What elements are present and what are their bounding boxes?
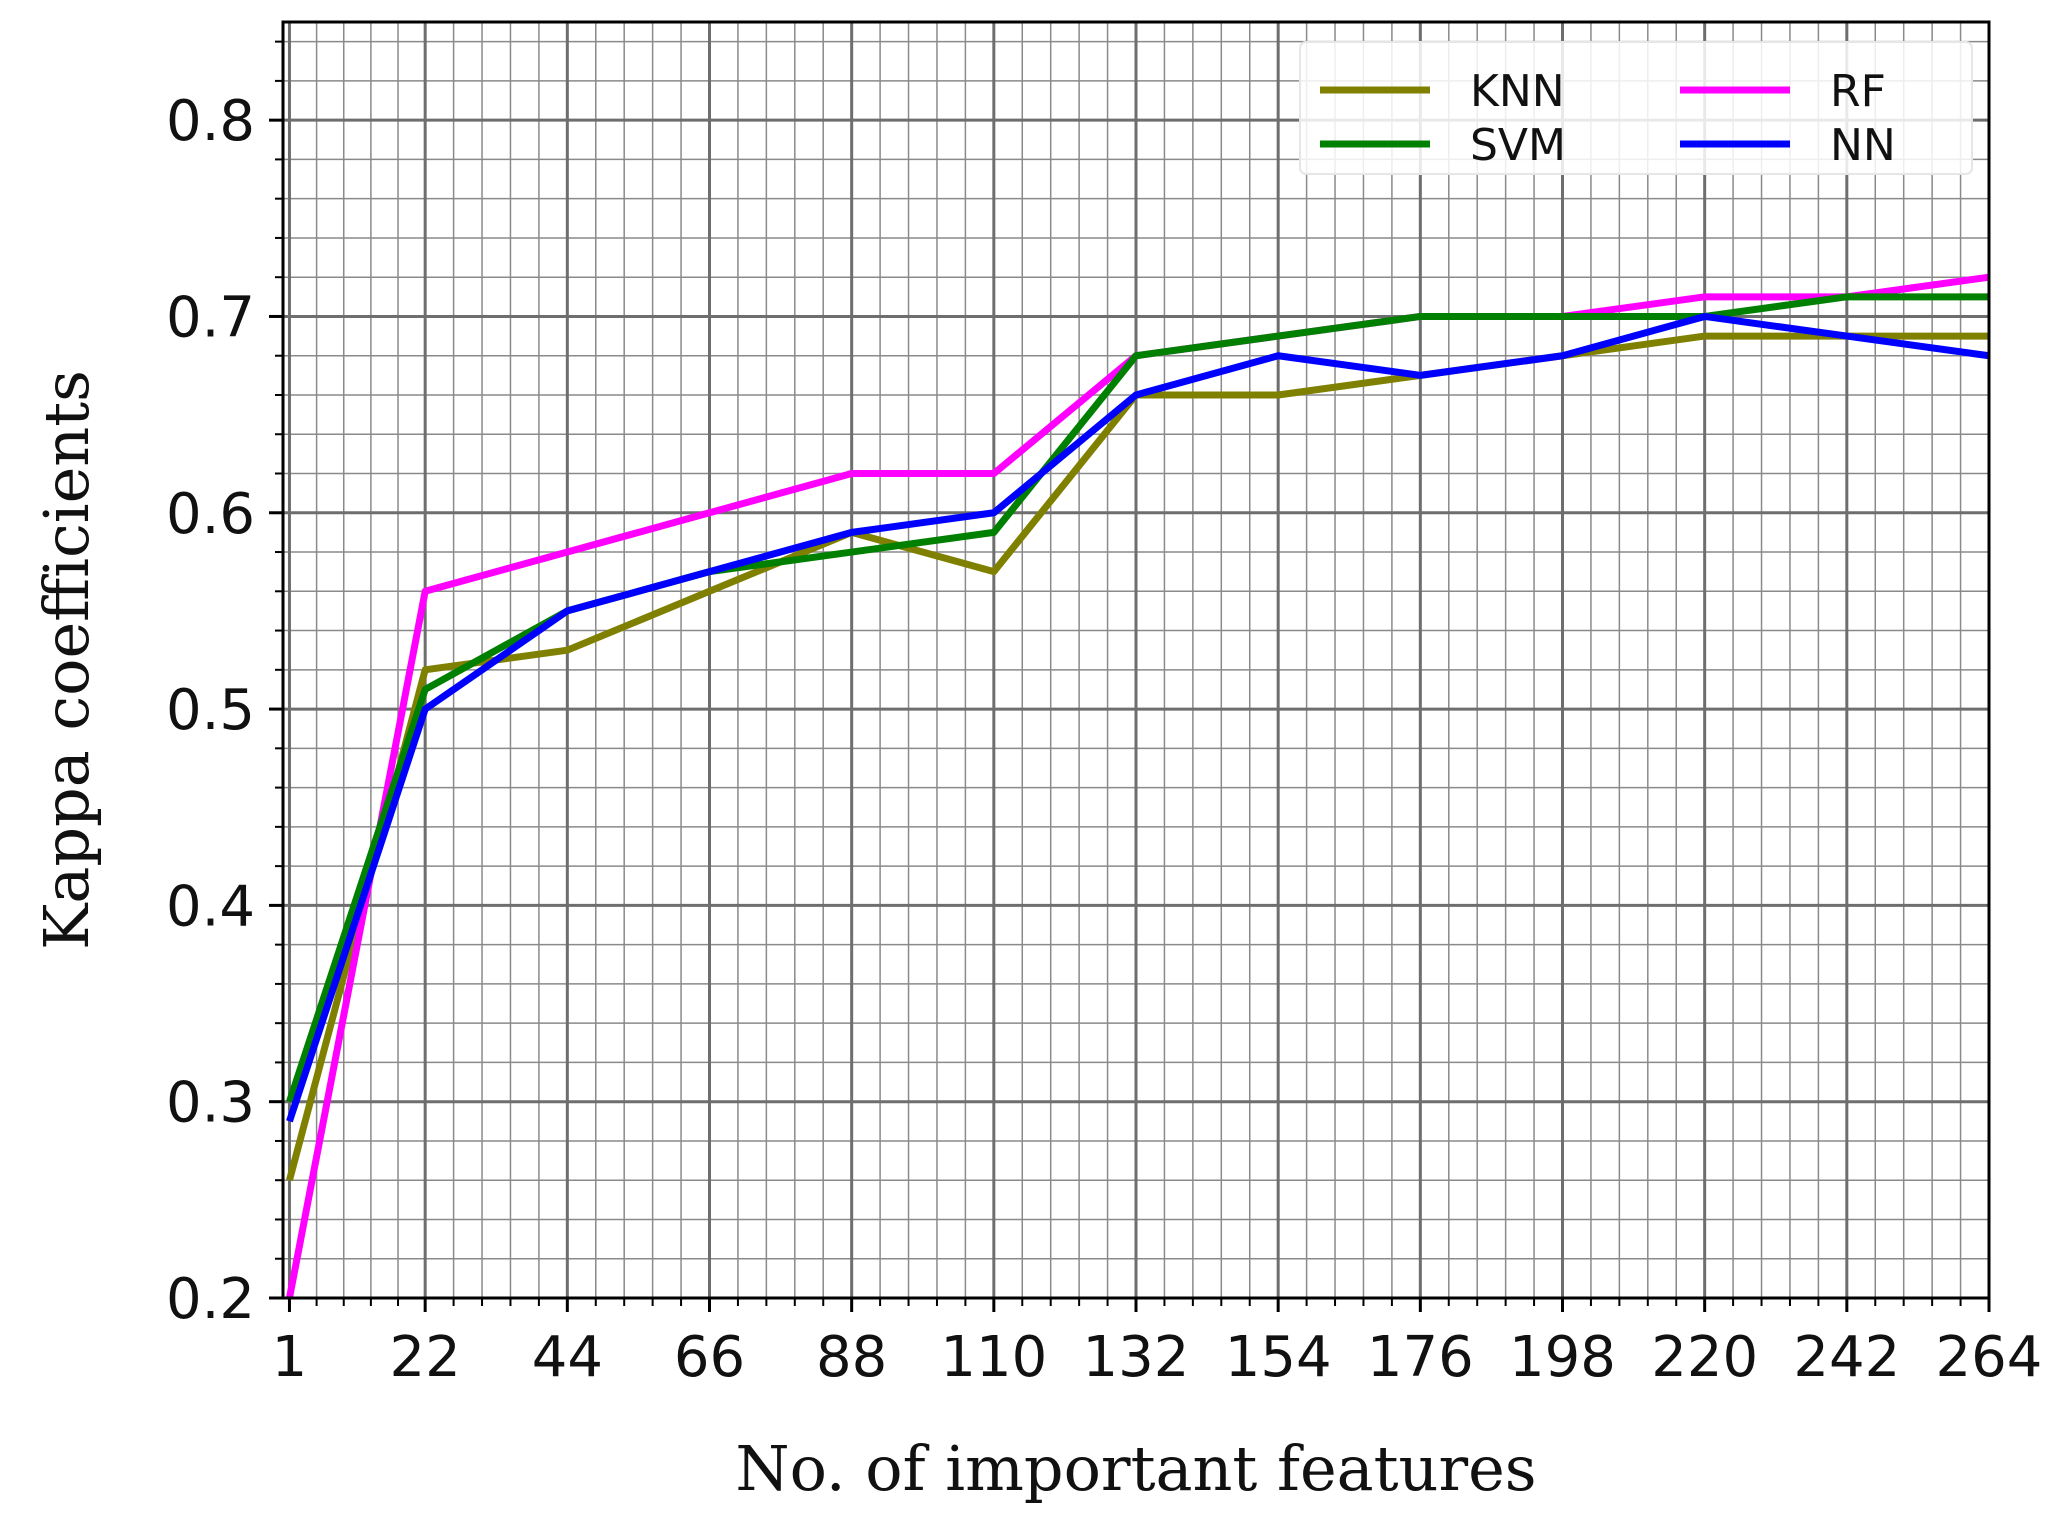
x-tick-label: 22: [390, 1325, 461, 1390]
y-tick-label: 0.7: [166, 285, 255, 350]
legend-box: [1299, 41, 1973, 175]
legend-label-rf: RF: [1830, 66, 1886, 117]
x-tick-label: 110: [940, 1325, 1047, 1390]
y-tick-label: 0.3: [166, 1071, 255, 1136]
y-tick-label: 0.5: [166, 678, 255, 743]
y-tick-label: 0.6: [166, 482, 255, 547]
series-line-knn: [286, 332, 1989, 1182]
x-tick-label: 176: [1367, 1325, 1474, 1390]
legend-label-nn: NN: [1830, 120, 1896, 171]
legend-label-knn: KNN: [1470, 66, 1565, 117]
x-tick-label: 242: [1793, 1325, 1900, 1390]
x-tick-label: 88: [816, 1325, 887, 1390]
x-tick-label: 44: [532, 1325, 603, 1390]
legend-label-svm: SVM: [1470, 120, 1566, 171]
x-tick-label: 154: [1225, 1325, 1332, 1390]
x-tick-label: 1: [272, 1325, 308, 1390]
x-tick-label: 132: [1083, 1325, 1190, 1390]
y-tick-label: 0.2: [166, 1267, 255, 1332]
x-axis-label: No. of important features: [735, 1432, 1536, 1505]
y-tick-labels: 0.2 0.3 0.4 0.5 0.6 0.7 0.8: [166, 89, 255, 1332]
axis-ticks: [269, 40, 1991, 1312]
x-tick-label: 66: [674, 1325, 745, 1390]
y-axis-label: Kappa coefficients: [30, 370, 103, 950]
x-tick-labels: 1 22 44 66 88 110 132 154 176 198 220 242 264: [272, 1325, 2043, 1390]
y-tick-label: 0.4: [166, 874, 255, 939]
y-tick-label: 0.8: [166, 89, 255, 154]
series-lines: [286, 273, 1990, 1299]
x-tick-label: 198: [1509, 1325, 1616, 1390]
series-line-svm: [286, 293, 1989, 1103]
legend: KNN RF SVM NN: [1299, 41, 1973, 175]
series-line-nn: [286, 312, 1990, 1123]
x-tick-label: 264: [1936, 1325, 2043, 1390]
x-tick-label: 220: [1651, 1325, 1758, 1390]
